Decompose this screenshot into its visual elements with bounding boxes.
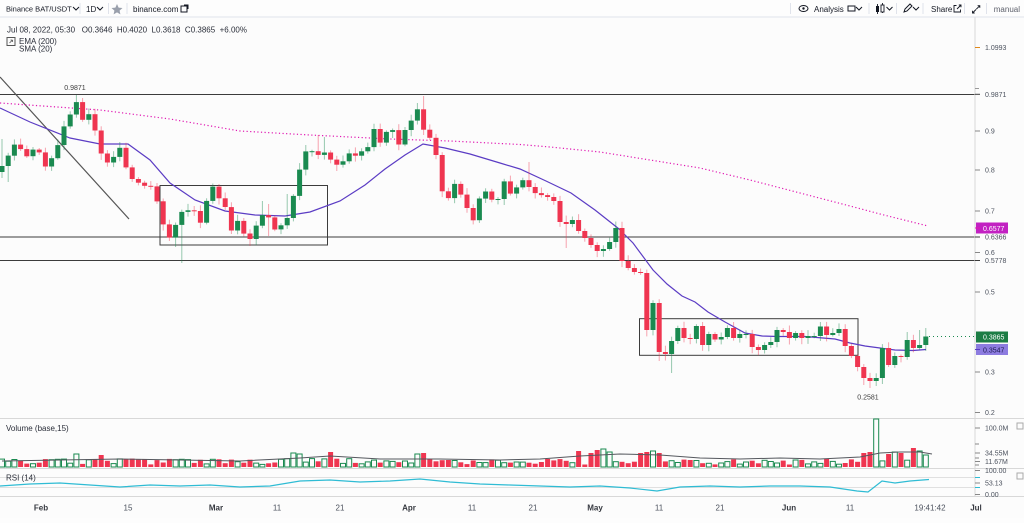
svg-text:11: 11 [655, 504, 664, 513]
svg-text:0.7: 0.7 [985, 209, 995, 216]
svg-text:May: May [587, 504, 603, 513]
svg-text:21: 21 [336, 504, 345, 513]
svg-text:0.6: 0.6 [985, 250, 995, 257]
svg-text:0.9871: 0.9871 [64, 85, 86, 92]
svg-text:34.55M: 34.55M [985, 451, 1009, 458]
svg-text:0.2: 0.2 [985, 410, 995, 417]
svg-text:0.3: 0.3 [985, 370, 995, 377]
svg-text:100.0M: 100.0M [985, 426, 1009, 433]
svg-text:Jun: Jun [782, 504, 796, 513]
svg-text:Binance BAT/USDT: Binance BAT/USDT [6, 5, 72, 14]
svg-text:SMA (20): SMA (20) [19, 45, 53, 54]
svg-text:11: 11 [273, 504, 282, 513]
svg-text:0.6577: 0.6577 [983, 226, 1005, 233]
svg-text:15: 15 [124, 504, 133, 513]
svg-text:0.5778: 0.5778 [985, 258, 1007, 265]
svg-text:0.2581: 0.2581 [857, 395, 879, 402]
svg-text:Jul: Jul [970, 504, 982, 513]
svg-text:manual: manual [994, 5, 1020, 14]
svg-text:EMA (200): EMA (200) [19, 37, 57, 46]
svg-text:1D: 1D [86, 5, 96, 14]
svg-text:binance.com: binance.com [133, 5, 179, 14]
svg-text:Analysis: Analysis [814, 5, 844, 14]
svg-text:0.3865: 0.3865 [983, 335, 1005, 342]
svg-text:11: 11 [468, 504, 477, 513]
svg-text:Share: Share [931, 5, 953, 14]
svg-text:RSI (14): RSI (14) [6, 474, 36, 483]
svg-text:1.0993: 1.0993 [985, 45, 1007, 52]
svg-text:100.00: 100.00 [985, 468, 1007, 475]
svg-text:21: 21 [716, 504, 725, 513]
svg-text:Apr: Apr [402, 504, 416, 513]
svg-text:Jul 08, 2022, 05:30 O0.3646: Jul 08, 2022, 05:30 O0.3646 H0.4020 L0.3… [7, 26, 247, 35]
svg-text:Volume (base,15): Volume (base,15) [6, 424, 69, 433]
svg-text:Mar: Mar [209, 504, 223, 513]
svg-text:0.6366: 0.6366 [985, 235, 1007, 242]
svg-text:53.13: 53.13 [985, 481, 1003, 488]
svg-text:0.5: 0.5 [985, 290, 995, 297]
svg-text:19:41:42: 19:41:42 [914, 504, 946, 513]
svg-text:Feb: Feb [34, 504, 48, 513]
svg-text:0.9: 0.9 [985, 129, 995, 136]
svg-text:11.67M: 11.67M [985, 459, 1008, 466]
svg-text:0.8: 0.8 [985, 168, 995, 175]
svg-text:21: 21 [529, 504, 538, 513]
svg-text:11: 11 [846, 504, 855, 513]
svg-text:0.9871: 0.9871 [985, 92, 1007, 99]
svg-text:0.00: 0.00 [985, 492, 999, 499]
svg-text:0.3547: 0.3547 [983, 347, 1005, 354]
